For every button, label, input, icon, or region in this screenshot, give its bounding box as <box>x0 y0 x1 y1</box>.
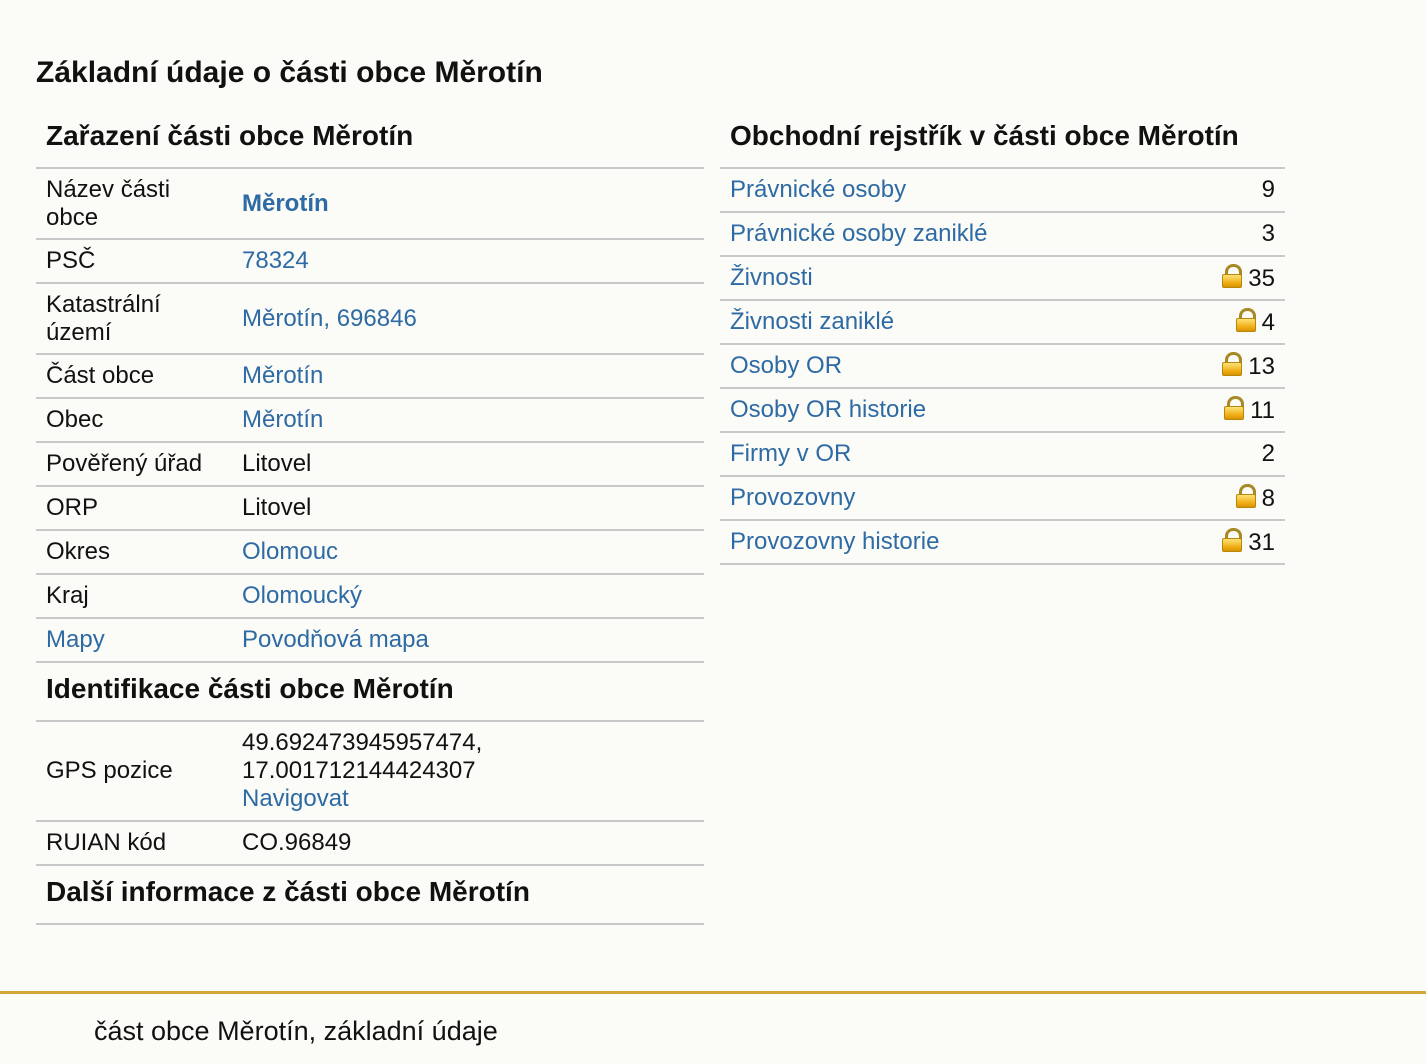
table-row: Provozovny 8 <box>720 476 1285 521</box>
rejstrik-count: 13 <box>1248 352 1275 380</box>
rejstrik-count: 9 <box>1261 176 1275 203</box>
table-row: Obec Měrotín <box>36 398 704 443</box>
rejstrik-link[interactable]: Živnosti <box>730 264 813 291</box>
footer-text: část obce Měrotín, základní údaje <box>94 1016 498 1046</box>
table-row: Živnosti 35 <box>720 256 1285 301</box>
footer-divider <box>0 991 1426 994</box>
table-row: GPS pozice 49.692473945957474, 17.001712… <box>36 721 704 822</box>
table-row: Právnické osoby 9 <box>720 168 1285 213</box>
row-label: Obec <box>36 398 232 443</box>
zarazeni-table: Zařazení části obce Měrotín Název části … <box>36 110 704 925</box>
table-row: Katastrální území Měrotín, 696846 <box>36 283 704 355</box>
table-row: RUIAN kód CO.96849 <box>36 821 704 866</box>
gps-lat: 49.692473945957474, <box>242 729 483 756</box>
table-row: Pověřený úřad Litovel <box>36 442 704 487</box>
dalsi-heading: Další informace z části obce Měrotín <box>36 865 704 925</box>
okres-link[interactable]: Olomouc <box>242 538 339 565</box>
table-row: Firmy v OR 2 <box>720 432 1285 477</box>
kraj-link[interactable]: Olomoucký <box>242 582 363 609</box>
rejstrik-link[interactable]: Osoby OR historie <box>730 396 927 423</box>
rejstrik-link[interactable]: Firmy v OR <box>730 440 852 467</box>
rejstrik-table: Obchodní rejstřík v části obce Měrotín P… <box>720 110 1285 565</box>
lock-icon <box>1222 527 1243 552</box>
right-column: Obchodní rejstřík v části obce Měrotín P… <box>720 110 1285 565</box>
row-label: Katastrální území <box>36 283 232 355</box>
table-row: Okres Olomouc <box>36 530 704 575</box>
orp-value: Litovel <box>232 486 704 531</box>
page-title: Základní údaje o části obce Měrotín <box>36 56 543 89</box>
table-row: Název části obce Měrotín <box>36 168 704 240</box>
rejstrik-link[interactable]: Právnické osoby zaniklé <box>730 220 988 247</box>
table-row: Kraj Olomoucký <box>36 574 704 619</box>
table-row: Osoby OR historie 11 <box>720 388 1285 433</box>
table-row: Část obce Měrotín <box>36 354 704 399</box>
mapy-link[interactable]: Mapy <box>46 626 105 653</box>
rejstrik-count: 4 <box>1261 308 1275 336</box>
row-label: PSČ <box>36 239 232 284</box>
katastralni-uzemi-link[interactable]: Měrotín, 696846 <box>242 304 417 332</box>
table-row: Provozovny historie 31 <box>720 520 1285 565</box>
povodnova-mapa-link[interactable]: Povodňová mapa <box>242 626 429 653</box>
lock-icon <box>1222 351 1243 376</box>
rejstrik-count: 8 <box>1261 484 1275 512</box>
lock-icon <box>1235 307 1256 332</box>
rejstrik-count: 2 <box>1261 440 1275 467</box>
table-row: PSČ 78324 <box>36 239 704 284</box>
cast-obce-link[interactable]: Měrotín <box>242 362 324 389</box>
ruian-label: RUIAN kód <box>36 821 232 866</box>
zarazeni-heading: Zařazení části obce Měrotín <box>36 110 704 169</box>
rejstrik-link[interactable]: Živnosti zaniklé <box>730 308 895 335</box>
gps-label: GPS pozice <box>36 721 232 822</box>
table-row: ORP Litovel <box>36 486 704 531</box>
rejstrik-count: 11 <box>1250 396 1275 424</box>
lock-icon <box>1235 483 1256 508</box>
rejstrik-link[interactable]: Právnické osoby <box>730 176 907 203</box>
left-column: Zařazení části obce Měrotín Název části … <box>36 110 704 925</box>
lock-icon <box>1222 263 1243 288</box>
table-row: Živnosti zaniklé 4 <box>720 300 1285 345</box>
rejstrik-heading: Obchodní rejstřík v části obce Měrotín <box>720 110 1285 169</box>
row-label: Část obce <box>36 354 232 399</box>
table-row: Osoby OR 13 <box>720 344 1285 389</box>
nazev-casti-link[interactable]: Měrotín <box>242 189 329 217</box>
gps-lon: 17.001712144424307 <box>242 757 476 784</box>
row-label: Název části obce <box>36 168 232 240</box>
rejstrik-count: 3 <box>1261 220 1275 247</box>
rejstrik-count: 35 <box>1248 264 1275 292</box>
povereny-urad-value: Litovel <box>232 442 704 487</box>
obec-link[interactable]: Měrotín <box>242 406 324 433</box>
row-label: Kraj <box>36 574 232 619</box>
row-label: ORP <box>36 486 232 531</box>
rejstrik-count: 31 <box>1248 528 1275 556</box>
row-label: Okres <box>36 530 232 575</box>
rejstrik-link[interactable]: Provozovny <box>730 484 856 511</box>
ruian-value: CO.96849 <box>232 821 704 866</box>
psc-link[interactable]: 78324 <box>242 247 309 274</box>
rejstrik-link[interactable]: Provozovny historie <box>730 528 940 555</box>
rejstrik-link[interactable]: Osoby OR <box>730 352 843 379</box>
identifikace-heading: Identifikace části obce Měrotín <box>36 662 704 722</box>
table-row: Mapy Povodňová mapa <box>36 618 704 663</box>
row-label: Pověřený úřad <box>36 442 232 487</box>
table-row: Právnické osoby zaniklé 3 <box>720 212 1285 257</box>
lock-icon <box>1224 395 1245 420</box>
navigovat-link[interactable]: Navigovat <box>242 785 349 812</box>
